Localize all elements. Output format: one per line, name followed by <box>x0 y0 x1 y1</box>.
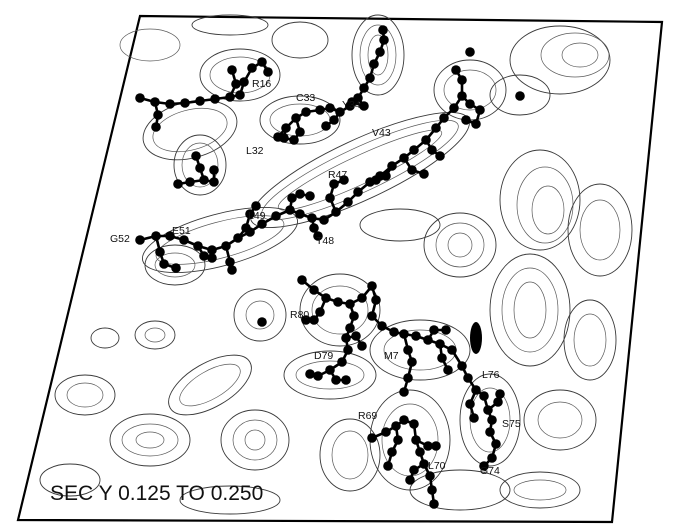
label-l32: L32 <box>246 145 264 157</box>
label-l70: L70 <box>428 460 446 472</box>
label-d79: D79 <box>314 350 333 362</box>
label-c33: C33 <box>296 92 315 104</box>
label-y34: Y34 <box>342 99 361 111</box>
atomic-model-bonds <box>138 28 502 506</box>
label-r80: R80 <box>290 309 309 321</box>
label-g52: G52 <box>110 233 130 245</box>
section-label: SEC Y 0.125 TO 0.250 <box>50 482 263 505</box>
density-contours <box>39 14 633 515</box>
label-r69: R69 <box>358 410 377 422</box>
label-g74: G74 <box>480 465 500 477</box>
label-e51: E51 <box>172 225 191 237</box>
label-l49: L49 <box>248 210 266 222</box>
residue-labels: R16 C33 Y34 L32 V43 R47 L49 T48 G52 E51 … <box>110 78 521 477</box>
map-cell-border <box>16 14 664 524</box>
label-v43: V43 <box>372 127 391 139</box>
label-s75: S75 <box>502 418 521 430</box>
label-l76: L76 <box>482 369 500 381</box>
label-r16: R16 <box>252 78 271 90</box>
label-t48: T48 <box>316 235 334 247</box>
label-r47: R47 <box>328 169 347 181</box>
label-m7x: M7 <box>384 350 399 362</box>
atomic-model-atoms <box>135 25 525 509</box>
